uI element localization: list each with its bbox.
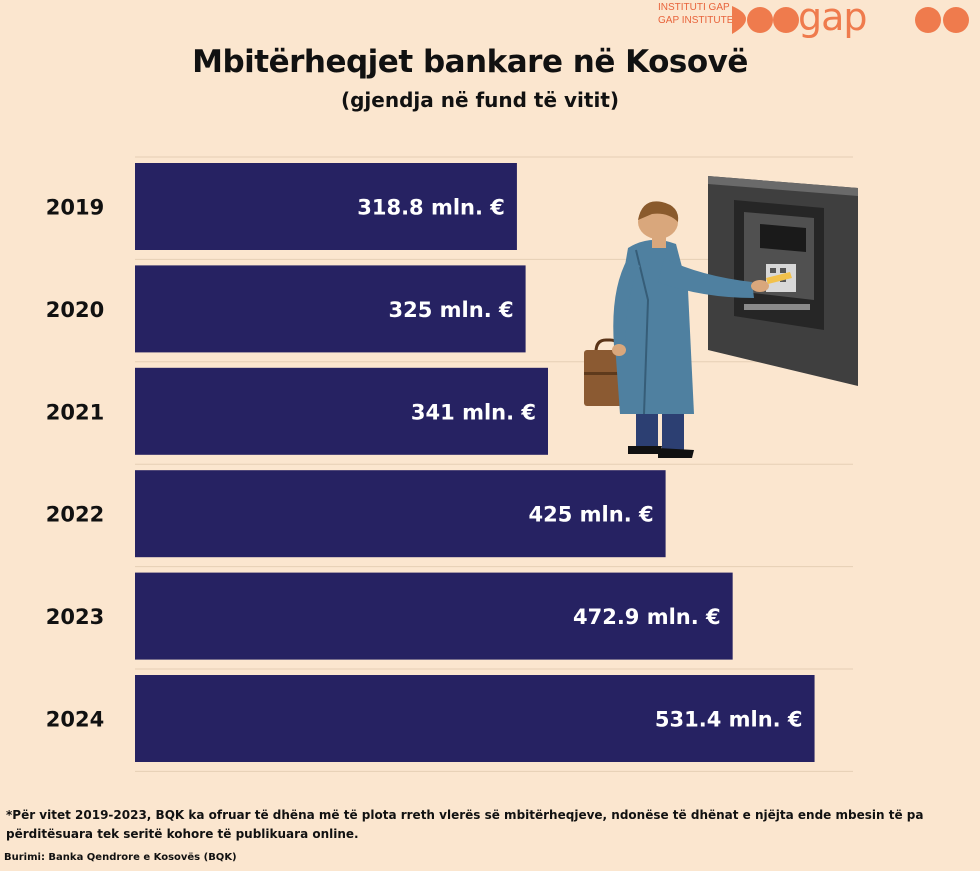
bar-chart: 318.8 mln. € 325 mln. € 341 mln. € 425 mln.… bbox=[46, 156, 858, 772]
gap-institute-logo: INSTITUTI GAP GAP INSTITUTE gap bbox=[650, 0, 980, 40]
logo-wordmark: gap bbox=[798, 0, 868, 39]
bars bbox=[135, 163, 815, 762]
logo-line-2: GAP INSTITUTE bbox=[658, 15, 734, 26]
chart-title: Mbitërheqjet bankare në Kosovë bbox=[192, 44, 748, 80]
data-label-2024: 531.4 mln. € bbox=[655, 708, 803, 732]
gridlines bbox=[135, 156, 853, 772]
data-label-2022: 425 mln. € bbox=[529, 503, 654, 527]
category-label-2022: 2022 bbox=[46, 503, 104, 527]
bar-2019 bbox=[135, 163, 517, 250]
bar-2021 bbox=[135, 367, 548, 455]
logo-dots-left-icon bbox=[732, 6, 799, 34]
bar-2020 bbox=[135, 265, 526, 353]
category-label-2023: 2023 bbox=[46, 605, 104, 629]
logo-line-1: INSTITUTI GAP bbox=[658, 2, 730, 13]
bar-2022 bbox=[135, 470, 666, 558]
data-labels: 318.8 mln. € 325 mln. € 341 mln. € 425 mln.… bbox=[357, 196, 802, 732]
data-label-2023: 472.9 mln. € bbox=[573, 605, 721, 629]
person-at-atm-illustration bbox=[584, 176, 858, 458]
category-label-2021: 2021 bbox=[46, 400, 104, 424]
data-label-2019: 318.8 mln. € bbox=[357, 196, 505, 220]
chart-subtitle: (gjendja në fund të vitit) bbox=[340, 88, 620, 112]
bar-2023 bbox=[135, 572, 733, 660]
category-label-2019: 2019 bbox=[46, 196, 104, 220]
category-label-2024: 2024 bbox=[46, 708, 104, 732]
logo-dots-right-icon bbox=[915, 7, 969, 33]
category-labels: 2019 2020 2021 2022 2023 2024 bbox=[46, 196, 104, 732]
footnote: *Për vitet 2019-2023, BQK ka ofruar të d… bbox=[6, 808, 924, 841]
source-note: Burimi: Banka Qendrore e Kosovës (BQK) bbox=[4, 852, 237, 863]
data-label-2021: 341 mln. € bbox=[411, 400, 536, 424]
data-label-2020: 325 mln. € bbox=[389, 298, 514, 322]
bar-2024 bbox=[135, 675, 815, 762]
category-label-2020: 2020 bbox=[46, 298, 104, 322]
